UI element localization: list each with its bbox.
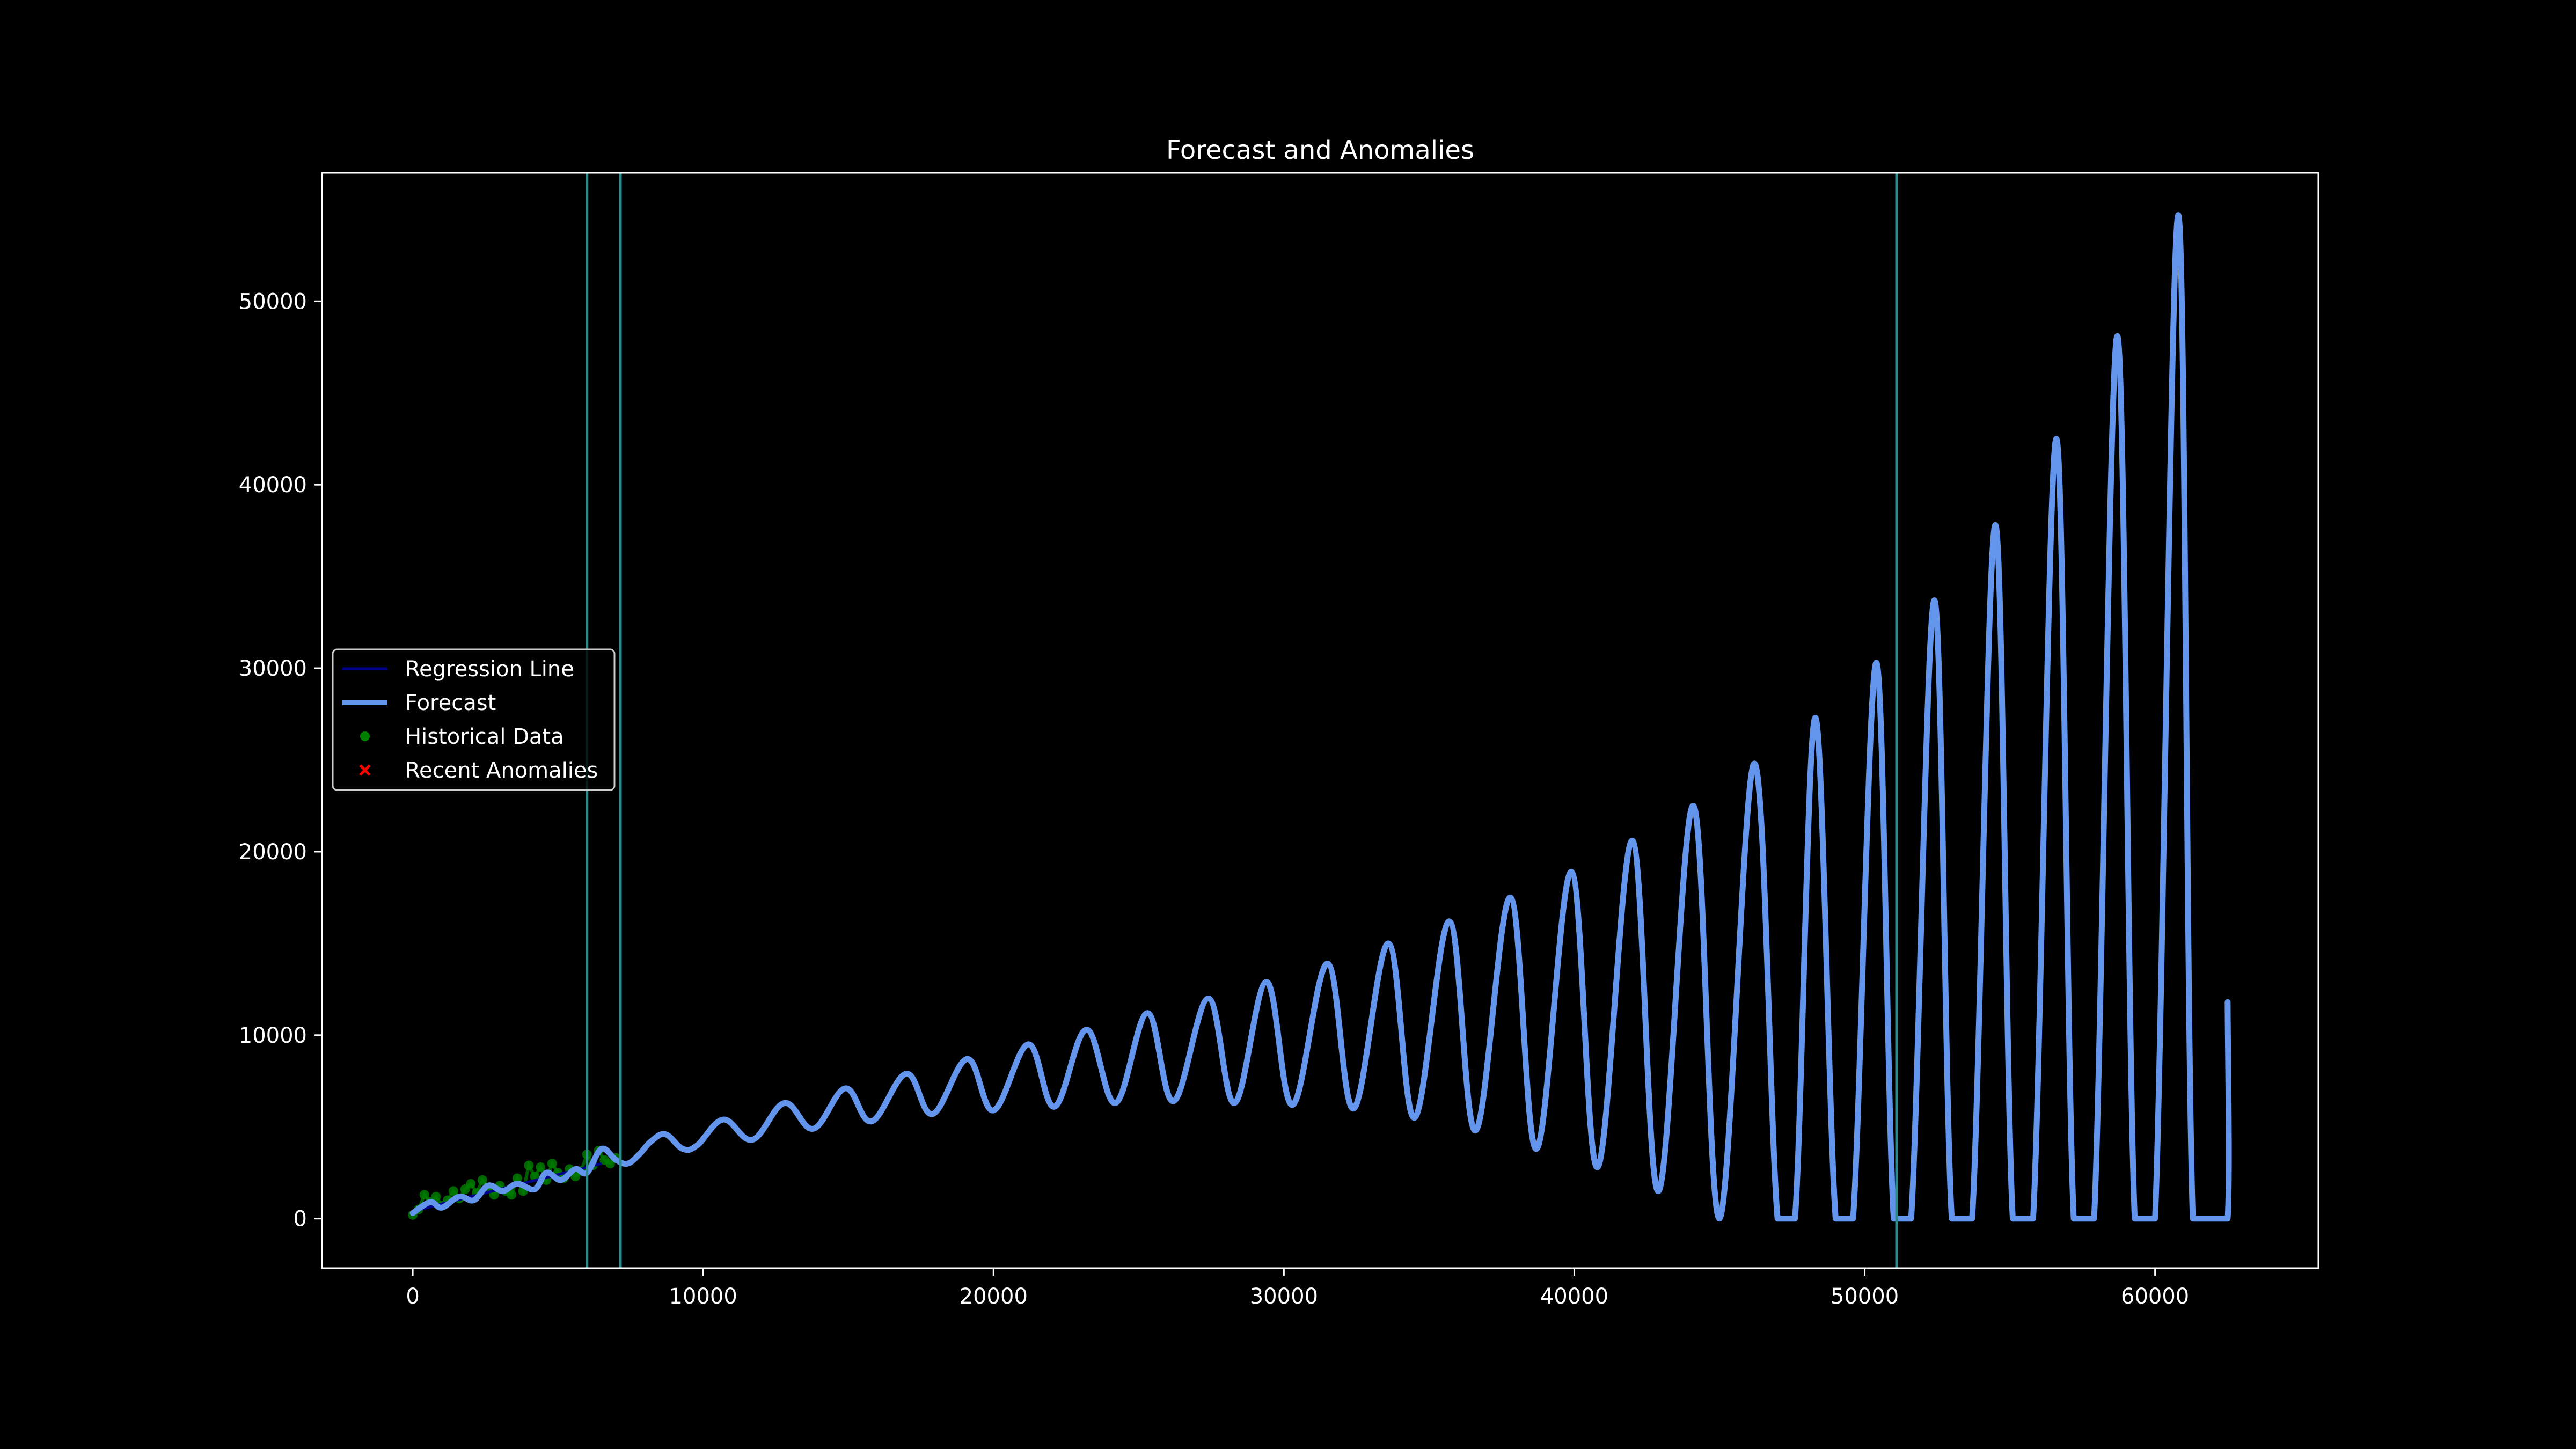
y-tick-label: 10000 — [239, 1023, 307, 1048]
x-tick-label: 50000 — [1831, 1284, 1899, 1309]
y-tick-label: 40000 — [239, 473, 307, 497]
legend-box — [332, 648, 616, 791]
y-tick-label: 0 — [294, 1207, 307, 1232]
y-tick-label: 20000 — [239, 840, 307, 865]
y-tick-label: 50000 — [239, 289, 307, 314]
x-tick-label: 0 — [406, 1284, 419, 1309]
legend-swatch — [360, 731, 370, 741]
y-tick-label: 30000 — [239, 656, 307, 681]
x-tick-label: 60000 — [2121, 1284, 2189, 1309]
chart-title: Forecast and Anomalies — [1166, 135, 1474, 165]
x-tick-label: 20000 — [960, 1284, 1028, 1309]
plot-frame — [321, 172, 2319, 1269]
plot-area — [408, 212, 2232, 1222]
legend-label: Regression Line — [405, 657, 574, 682]
legend: Regression Line Forecast Historical Data Re… — [332, 648, 616, 791]
legend-swatch — [359, 764, 371, 776]
x-tick-label: 40000 — [1540, 1284, 1608, 1309]
x-tick-label: 10000 — [669, 1284, 737, 1309]
legend-label: Forecast — [405, 691, 496, 715]
x-tick-label: 30000 — [1250, 1284, 1318, 1309]
legend-label: Historical Data — [405, 724, 564, 749]
legend-label: Recent Anomalies — [405, 758, 598, 783]
forecast-line — [409, 212, 2232, 1222]
